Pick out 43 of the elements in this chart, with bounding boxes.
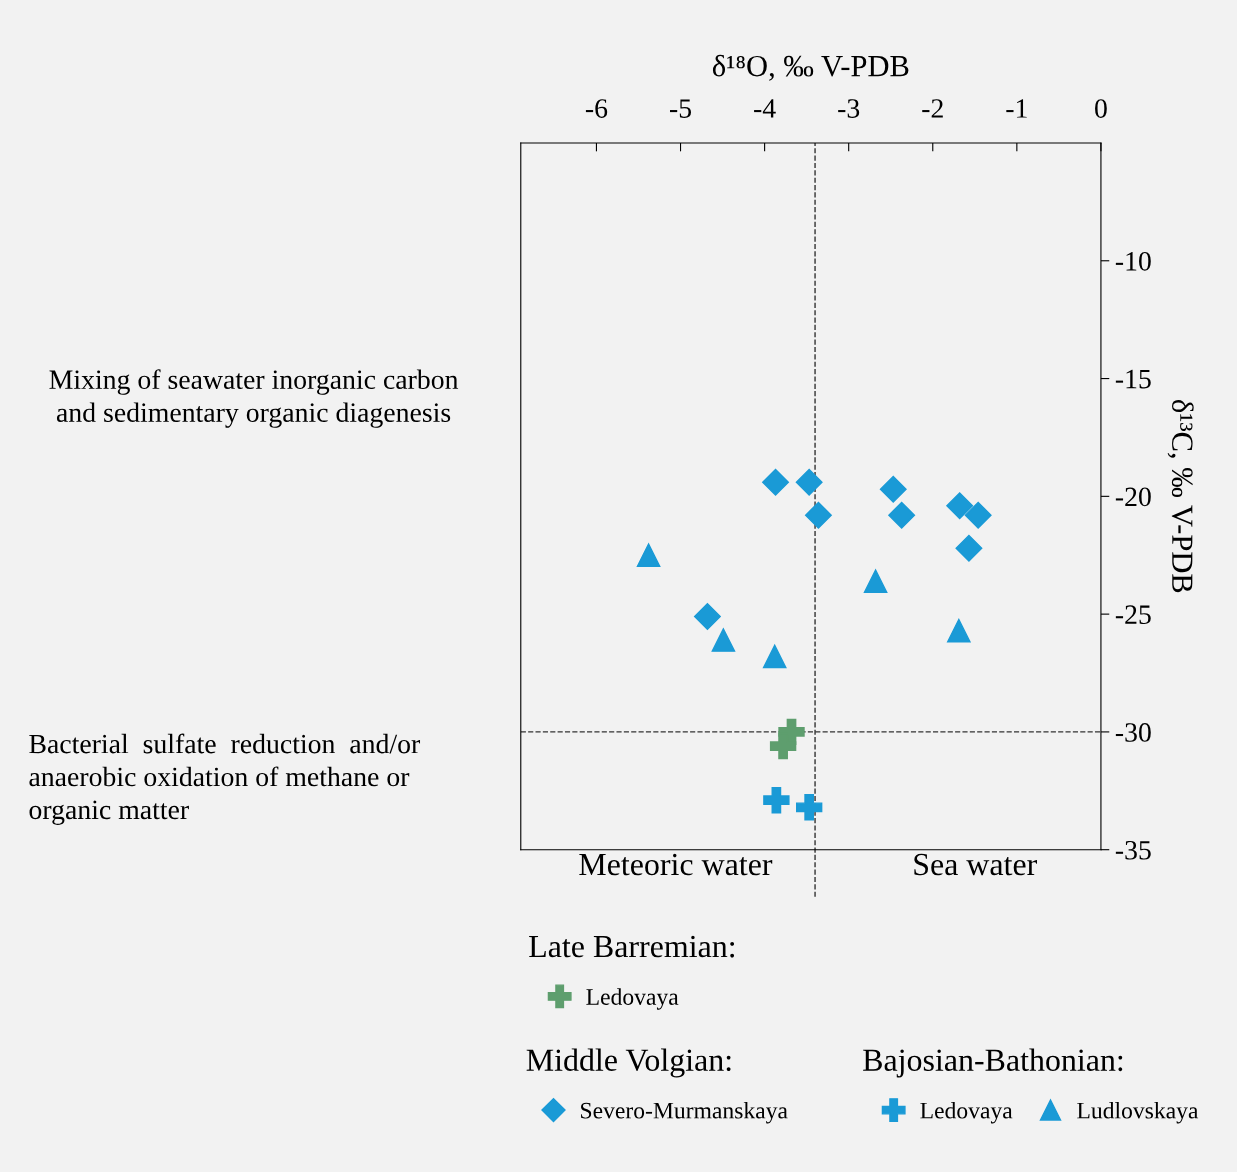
point [693, 603, 721, 630]
legend-label: Severo-Murmanskaya [581, 1101, 788, 1124]
legend-label: Ludlovskaya [1077, 1101, 1199, 1124]
point [964, 501, 992, 529]
x-tick-label: -2 [922, 99, 943, 118]
legend-label: Ledovaya [920, 1101, 1013, 1124]
y-tick-label: -10 [1115, 251, 1151, 271]
point [762, 644, 787, 669]
text: Bajosian-Bathonian: [863, 1048, 1123, 1078]
x-tick-label: -1 [1006, 99, 1027, 118]
y-tick-label: -30 [1115, 723, 1151, 742]
point [636, 543, 661, 568]
y-tick-label: -35 [1115, 840, 1151, 860]
x-tick-label: -3 [838, 99, 860, 118]
y-axis-title: δ¹³C, ‰ V-PDB [1167, 400, 1194, 593]
y-tick-label: -20 [1115, 487, 1151, 507]
x-tick-label: 0 [1095, 99, 1107, 118]
point [762, 468, 790, 496]
point [879, 475, 907, 503]
x-tick-label: -4 [754, 99, 776, 118]
point [804, 501, 832, 529]
point [769, 732, 797, 760]
point [795, 468, 823, 496]
point [955, 534, 983, 562]
legend-label: Ledovaya [586, 988, 679, 1010]
y-tick-label: -15 [1115, 369, 1151, 389]
text: Middle Volgian: [526, 1048, 731, 1078]
text: Bacterial sulfate reduction and/or anaerobic oxidation of methane or organic matter [29, 733, 421, 825]
y-tick-label: -25 [1115, 605, 1151, 625]
point [795, 794, 823, 821]
text: Late Barremian: [529, 935, 735, 958]
x-tick-label: -5 [669, 99, 692, 118]
point [947, 618, 971, 643]
point [711, 628, 736, 652]
point [763, 787, 790, 814]
point [888, 501, 916, 529]
point [946, 492, 974, 520]
text: Meteoric water [579, 853, 773, 876]
text: Sea water [914, 853, 1037, 876]
x-axis-title: δ¹⁸O, ‰ V-PDB [712, 54, 909, 81]
x-tick-label: -6 [585, 99, 608, 118]
point [863, 569, 888, 593]
text: Mixing of seawater inorganic carbon and sedimentary organic diagenesis [49, 369, 459, 428]
